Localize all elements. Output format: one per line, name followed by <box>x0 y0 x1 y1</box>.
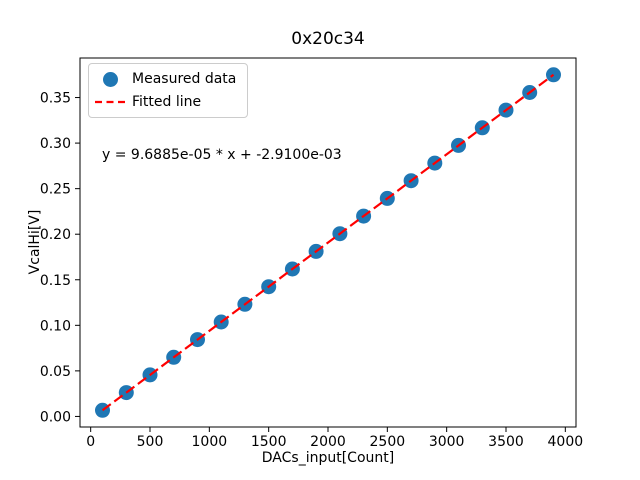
chart-title: 0x20c34 <box>291 29 365 49</box>
x-tick-label: 3000 <box>429 434 465 450</box>
legend-label-measured-data: Measured data <box>132 71 237 87</box>
dashed-line-icon <box>95 91 125 113</box>
y-tick-label: 0.00 <box>40 409 71 425</box>
legend-item-fitted-line: Fitted line <box>95 91 236 113</box>
x-tick-label: 1000 <box>192 434 228 450</box>
fitted-line <box>101 73 555 412</box>
x-tick-label: 4000 <box>548 434 584 450</box>
y-axis-label: VcalHi[V] <box>27 209 43 275</box>
y-tick-label: 0.20 <box>40 227 71 243</box>
x-tick-label: 2500 <box>370 434 406 450</box>
fit-equation-annotation: y = 9.6885e-05 * x + -2.9100e-03 <box>102 147 342 163</box>
scatter-marker-icon <box>95 68 125 90</box>
legend-item-measured-data: Measured data <box>95 68 236 90</box>
fit-line <box>101 73 555 412</box>
y-tick-label: 0.05 <box>40 364 71 380</box>
y-tick-label: 0.15 <box>40 273 71 289</box>
x-tick-label: 2000 <box>310 434 346 450</box>
legend-label-fitted-line: Fitted line <box>132 94 202 110</box>
y-tick-label: 0.30 <box>40 136 71 152</box>
y-axis-ticks: 0.00 0.05 0.10 0.15 0.20 0.25 0.30 0.35 <box>40 91 80 425</box>
x-tick-label: 3500 <box>488 434 524 450</box>
y-tick-label: 0.10 <box>40 318 71 334</box>
y-tick-label: 0.25 <box>40 182 71 198</box>
y-tick-label: 0.35 <box>40 91 71 107</box>
x-axis-label: DACs_input[Count] <box>261 450 395 466</box>
x-tick-label: 0 <box>86 434 95 450</box>
x-axis-ticks: 0 500 1000 1500 2000 2500 3000 3500 4000 <box>86 427 583 450</box>
legend-box: Measured data Fitted line <box>88 63 249 118</box>
x-tick-label: 1500 <box>251 434 287 450</box>
x-tick-label: 500 <box>137 434 164 450</box>
